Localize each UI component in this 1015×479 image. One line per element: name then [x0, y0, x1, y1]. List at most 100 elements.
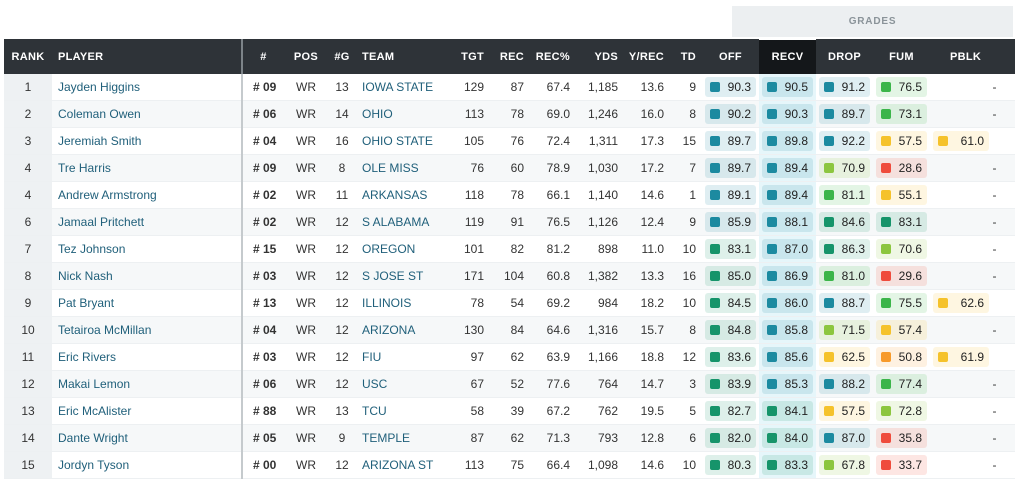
player-name-link[interactable]: Jayden Higgins	[52, 74, 242, 101]
player-rank: 9	[4, 289, 52, 317]
recv-grade-cell: 89.4	[759, 181, 816, 209]
player-name-link[interactable]: Tre Harris	[52, 154, 242, 182]
col-recv-grade[interactable]: RECV	[759, 38, 816, 74]
drop-grade-cell: 81.1	[816, 181, 873, 209]
col-targets[interactable]: TGT	[450, 39, 490, 74]
targets: 113	[450, 451, 490, 479]
grade-badge: 83.6	[705, 347, 756, 367]
grade-color-indicator	[824, 325, 834, 335]
col-drop-grade[interactable]: DROP	[816, 39, 873, 74]
off-grade-cell: 84.5	[702, 289, 759, 317]
grade-value: 73.1	[898, 107, 922, 121]
player-name-link[interactable]: Eric McAlister	[52, 397, 242, 425]
team-link[interactable]: OLE MISS	[356, 154, 450, 182]
grade-badge: 83.1	[705, 239, 756, 259]
table-row[interactable]: 13 Eric McAlister # 88 WR 13 TCU 58 39 67.2 762 19…	[4, 397, 1015, 425]
yards-per-reception: 16.0	[624, 100, 670, 128]
table-row[interactable]: 15 Jordyn Tyson # 00 WR 12 ARIZONA ST 113 75 66.…	[4, 451, 1015, 479]
col-off-grade[interactable]: OFF	[702, 39, 759, 74]
team-link[interactable]: OHIO STATE	[356, 127, 450, 155]
grade-value: 55.1	[898, 188, 922, 202]
grade-color-indicator	[710, 217, 720, 227]
col-jersey-number[interactable]: #	[241, 39, 284, 74]
player-name-link[interactable]: Pat Bryant	[52, 289, 242, 317]
col-team[interactable]: TEAM	[356, 39, 450, 74]
table-row[interactable]: 11 Eric Rivers # 03 WR 12 FIU 97 62 63.9 1,166 18.…	[4, 343, 1015, 371]
table-row[interactable]: 7 Tez Johnson # 15 WR 12 OREGON 101 82 81.2 898 11…	[4, 235, 1015, 263]
grade-value: 86.0	[784, 296, 808, 310]
col-player[interactable]: PLAYER	[52, 39, 242, 74]
table-row[interactable]: 4 Tre Harris # 09 WR 8 OLE MISS 76 60 78.9 1,030 1…	[4, 154, 1015, 182]
col-pblk-grade[interactable]: PBLK	[930, 39, 1015, 74]
grade-color-indicator	[767, 271, 777, 281]
player-name-link[interactable]: Jordyn Tyson	[52, 451, 242, 479]
player-name-link[interactable]: Jamaal Pritchett	[52, 208, 242, 236]
grade-color-indicator	[881, 325, 891, 335]
grade-value: 76.5	[898, 80, 922, 94]
team-link[interactable]: USC	[356, 370, 450, 398]
position: WR	[284, 424, 328, 452]
grade-color-indicator	[767, 325, 777, 335]
team-link[interactable]: ARIZONA ST	[356, 451, 450, 479]
targets: 129	[450, 74, 490, 101]
table-row[interactable]: 12 Makai Lemon # 06 WR 12 USC 67 52 77.6 764 14.7 3…	[4, 370, 1015, 398]
team-link[interactable]: ARKANSAS	[356, 181, 450, 209]
player-name-link[interactable]: Andrew Armstrong	[52, 181, 242, 209]
player-name-link[interactable]: Nick Nash	[52, 262, 242, 290]
grade-badge: 86.9	[762, 266, 813, 286]
position: WR	[284, 74, 328, 101]
grade-badge: 72.8	[876, 401, 927, 421]
table-row[interactable]: 9 Pat Bryant # 13 WR 12 ILLINOIS 78 54 69.2 984 18…	[4, 289, 1015, 317]
fum-grade-cell: 73.1	[873, 100, 930, 128]
col-position[interactable]: POS	[284, 39, 328, 74]
col-yards[interactable]: YDS	[576, 39, 624, 74]
grade-value: 89.7	[727, 161, 751, 175]
team-link[interactable]: OREGON	[356, 235, 450, 263]
table-row[interactable]: 4 Andrew Armstrong # 02 WR 11 ARKANSAS 118 78 66…	[4, 181, 1015, 209]
team-link[interactable]: IOWA STATE	[356, 74, 450, 101]
team-link[interactable]: OHIO	[356, 100, 450, 128]
grade-value: 91.2	[841, 80, 865, 94]
receptions: 78	[490, 100, 530, 128]
player-name-link[interactable]: Coleman Owen	[52, 100, 242, 128]
team-link[interactable]: TEMPLE	[356, 424, 450, 452]
col-receptions[interactable]: REC	[490, 39, 530, 74]
team-link[interactable]: S JOSE ST	[356, 262, 450, 290]
player-rank: 6	[4, 208, 52, 236]
player-name-link[interactable]: Tez Johnson	[52, 235, 242, 263]
grade-value: 90.2	[727, 107, 751, 121]
player-name-link[interactable]: Jeremiah Smith	[52, 127, 242, 155]
col-touchdowns[interactable]: TD	[670, 39, 702, 74]
player-name-link[interactable]: Dante Wright	[52, 424, 242, 452]
table-row[interactable]: 10 Tetairoa McMillan # 04 WR 12 ARIZONA 130 84 6…	[4, 316, 1015, 344]
table-row[interactable]: 2 Coleman Owen # 06 WR 14 OHIO 113 78 69.0 1,246 1…	[4, 100, 1015, 128]
yards-per-reception: 17.2	[624, 154, 670, 182]
reception-pct: 72.4	[530, 127, 576, 155]
grade-badge: 89.4	[762, 185, 813, 205]
table-row[interactable]: 1 Jayden Higgins # 09 WR 13 IOWA STATE 129 87 67…	[4, 74, 1015, 101]
col-rank[interactable]: RANK	[4, 39, 52, 74]
team-link[interactable]: ARIZONA	[356, 316, 450, 344]
col-reception-pct[interactable]: REC%	[530, 39, 576, 74]
team-link[interactable]: S ALABAMA	[356, 208, 450, 236]
col-games[interactable]: #G	[328, 39, 356, 74]
team-link[interactable]: ILLINOIS	[356, 289, 450, 317]
yards: 898	[576, 235, 624, 263]
col-yards-per-rec[interactable]: Y/REC	[624, 39, 670, 74]
player-name-link[interactable]: Makai Lemon	[52, 370, 242, 398]
col-fum-grade[interactable]: FUM	[873, 39, 930, 74]
yards-per-reception: 18.8	[624, 343, 670, 371]
table-row[interactable]: 8 Nick Nash # 03 WR 12 S JOSE ST 171 104 60.8 1,3…	[4, 262, 1015, 290]
grade-color-indicator	[710, 298, 720, 308]
grade-empty: -	[992, 458, 997, 472]
table-row[interactable]: 14 Dante Wright # 05 WR 9 TEMPLE 87 62 71.3 793 12…	[4, 424, 1015, 452]
table-row[interactable]: 3 Jeremiah Smith # 04 WR 16 OHIO STATE 105 76 72…	[4, 127, 1015, 155]
table-row[interactable]: 6 Jamaal Pritchett # 02 WR 12 S ALABAMA 119 91 7…	[4, 208, 1015, 236]
team-link[interactable]: FIU	[356, 343, 450, 371]
team-link[interactable]: TCU	[356, 397, 450, 425]
player-name-link[interactable]: Eric Rivers	[52, 343, 242, 371]
grade-color-indicator	[710, 82, 720, 92]
player-name-link[interactable]: Tetairoa McMillan	[52, 316, 242, 344]
grade-value: 33.7	[898, 458, 922, 472]
